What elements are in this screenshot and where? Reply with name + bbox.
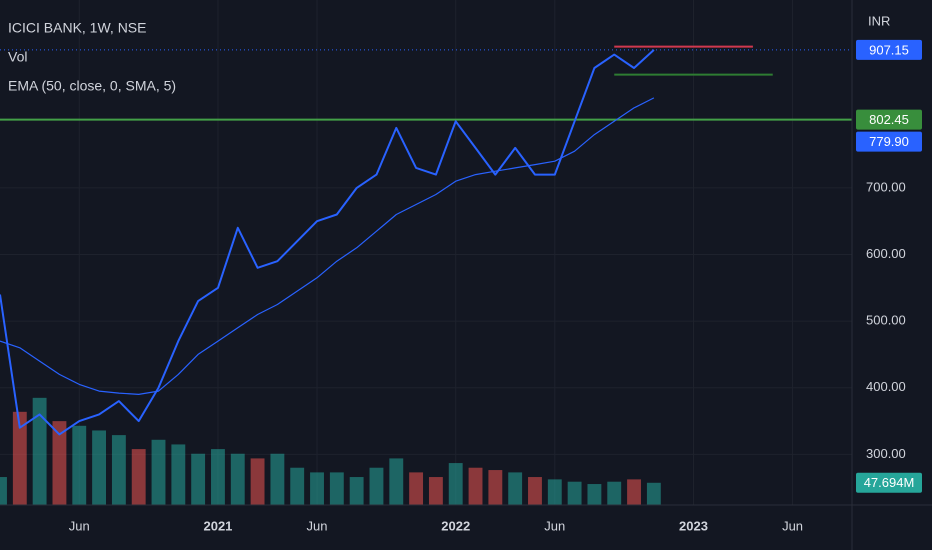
x-tick-label: Jun <box>544 518 565 533</box>
volume-bar <box>409 472 424 505</box>
volume-bar <box>627 479 641 505</box>
y-tick-label: 500.00 <box>866 313 906 328</box>
volume-bar <box>607 481 622 505</box>
x-tick-label: 2023 <box>679 518 708 533</box>
x-tick-label: 2021 <box>203 518 232 533</box>
volume-bar <box>111 435 126 505</box>
volume-bar <box>428 477 443 505</box>
x-tick-label: Jun <box>307 518 328 533</box>
y-tick-label: 700.00 <box>866 179 906 194</box>
volume-bar <box>72 425 87 505</box>
price-badge <box>856 472 922 493</box>
volume-bar <box>567 481 582 505</box>
legend-title: ICICI BANK, 1W, NSE <box>8 20 146 36</box>
price-badge <box>856 131 922 152</box>
price-line <box>0 49 655 436</box>
volume-bar <box>151 439 166 505</box>
price-badge <box>856 39 922 60</box>
volume-bar <box>250 458 265 505</box>
volume-bar <box>310 472 324 505</box>
volume-bar <box>131 449 146 505</box>
price-badge <box>856 109 922 130</box>
price-badge-label: 802.45 <box>869 112 909 127</box>
volume-bar <box>349 477 364 505</box>
volume-bar <box>290 467 305 505</box>
ema-line <box>0 97 655 395</box>
x-tick-label: 2022 <box>441 518 470 533</box>
volume-bar <box>389 458 404 505</box>
y-tick-label: 300.00 <box>866 446 906 461</box>
volume-bar <box>329 472 344 505</box>
volume-bar <box>92 430 107 505</box>
volume-bar <box>547 479 562 505</box>
volume-bar <box>230 453 245 505</box>
volume-bar <box>191 453 206 505</box>
volume-bar <box>0 477 7 505</box>
price-badge-label: 907.15 <box>869 42 909 57</box>
volume-bar <box>171 444 186 505</box>
price-badge-label: 47.694M <box>864 475 915 490</box>
volume-bar <box>448 463 463 505</box>
currency: INR <box>868 13 890 28</box>
volume-bar <box>32 397 47 505</box>
volume-bar <box>488 470 503 505</box>
volume-bar <box>646 482 661 505</box>
volume-bar <box>270 453 285 505</box>
x-tick-label: Jun <box>69 518 90 533</box>
volume-bar <box>528 477 542 505</box>
volume-bar <box>369 467 384 505</box>
x-tick-label: Jun <box>782 518 803 533</box>
volume-bar <box>587 484 602 505</box>
volume-bar <box>12 411 27 505</box>
volume-bar <box>508 472 523 505</box>
volume-bar <box>52 421 67 505</box>
legend-ema: EMA (50, close, 0, SMA, 5) <box>8 78 176 94</box>
y-tick-label: 600.00 <box>866 246 906 261</box>
y-tick-label: 400.00 <box>866 379 906 394</box>
legend-vol: Vol <box>8 49 27 65</box>
price-badge-label: 779.90 <box>869 134 909 149</box>
volume-bar <box>211 449 225 505</box>
volume-bar <box>468 467 483 505</box>
